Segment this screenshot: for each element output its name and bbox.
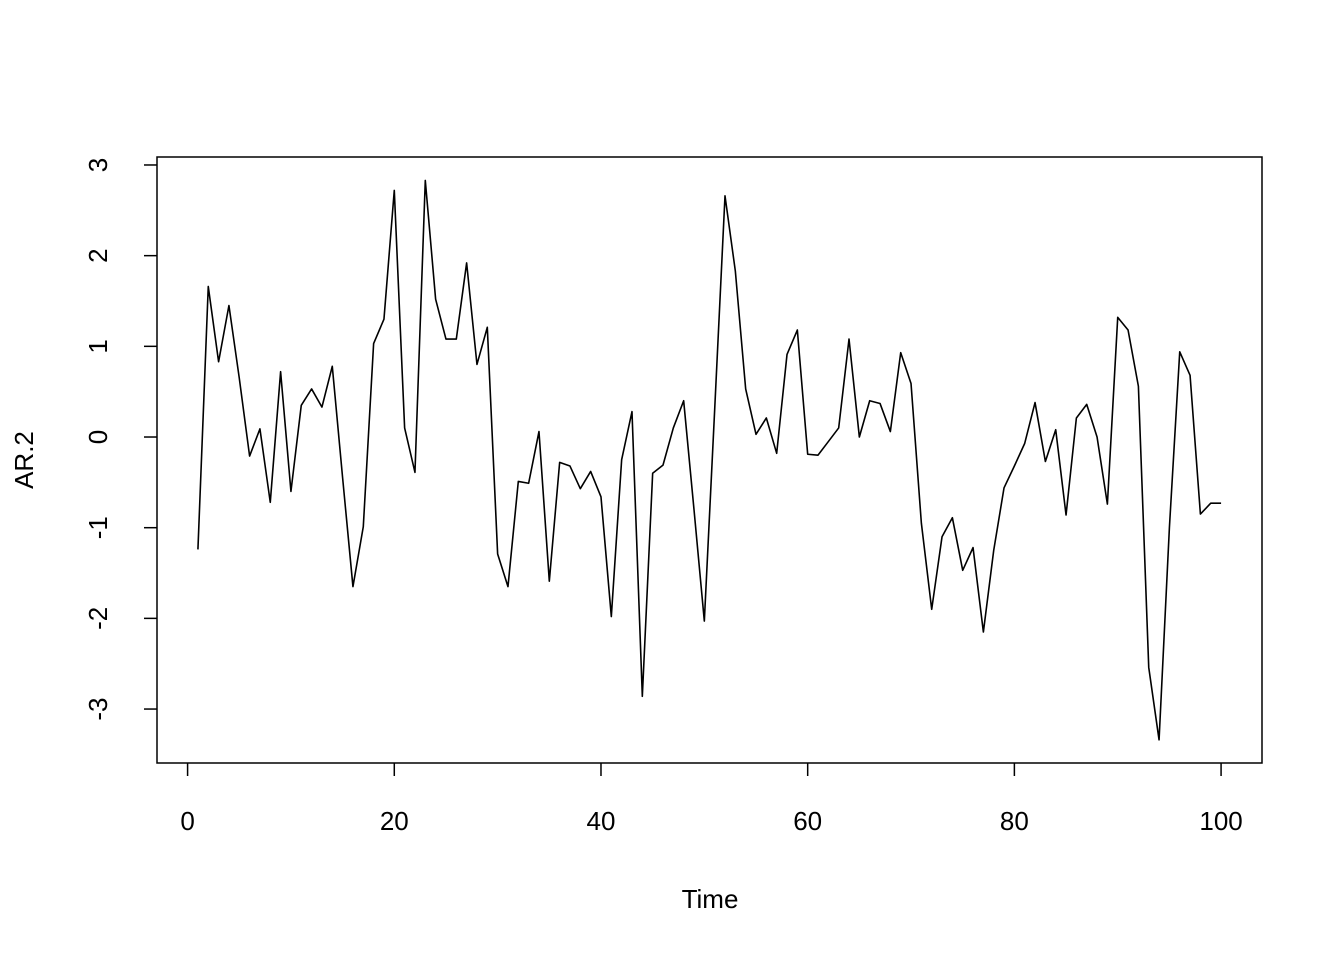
- y-tick-label: 3: [83, 158, 113, 172]
- plot-frame: [156, 156, 1263, 764]
- y-tick-label: -3: [83, 697, 113, 720]
- x-tick-label: 60: [793, 806, 822, 836]
- y-tick-label: 0: [83, 430, 113, 444]
- y-tick-label: 1: [83, 339, 113, 353]
- y-tick-label: 2: [83, 248, 113, 262]
- y-tick-label: -1: [83, 516, 113, 539]
- x-axis-label: Time: [682, 884, 739, 914]
- y-tick-label: -2: [83, 607, 113, 630]
- y-axis-label: AR.2: [9, 431, 39, 489]
- x-tick-label: 0: [180, 806, 194, 836]
- x-tick-label: 40: [587, 806, 616, 836]
- x-tick-label: 100: [1199, 806, 1242, 836]
- x-tick-label: 80: [1000, 806, 1029, 836]
- series-line: [197, 179, 1222, 741]
- x-tick-label: 20: [380, 806, 409, 836]
